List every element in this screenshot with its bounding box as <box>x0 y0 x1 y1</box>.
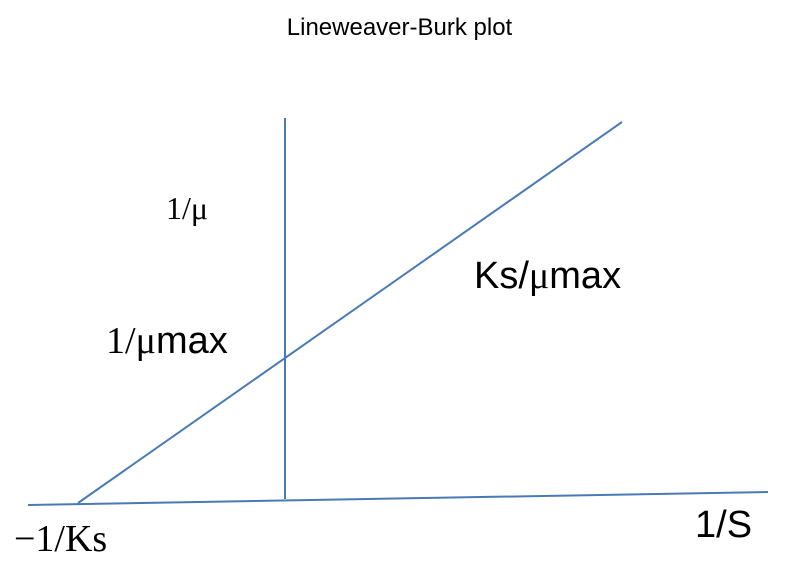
slope-label: Ks/μmax <box>474 257 621 295</box>
y-intercept-label-mu: μ <box>135 320 156 362</box>
y-axis-label-mu: μ <box>190 190 209 226</box>
y-intercept-label-suffix: max <box>155 320 228 362</box>
x-axis-label: 1/S <box>695 504 753 546</box>
y-intercept-label-prefix: 1/ <box>106 320 136 362</box>
slope-label-prefix: Ks/ <box>474 255 529 297</box>
y-axis-label-prefix: 1/ <box>166 190 191 226</box>
diagram-title: Lineweaver-Burk plot <box>286 14 513 41</box>
x-axis-line <box>27 491 769 506</box>
regression-line <box>77 121 623 504</box>
y-axis-label: 1/μ <box>166 192 208 224</box>
x-intercept-label: −1/Ks <box>14 518 108 560</box>
y-intercept-label: 1/μmax <box>106 322 228 360</box>
slope-label-mu: μ <box>528 255 550 297</box>
slope-label-suffix: max <box>549 255 622 297</box>
